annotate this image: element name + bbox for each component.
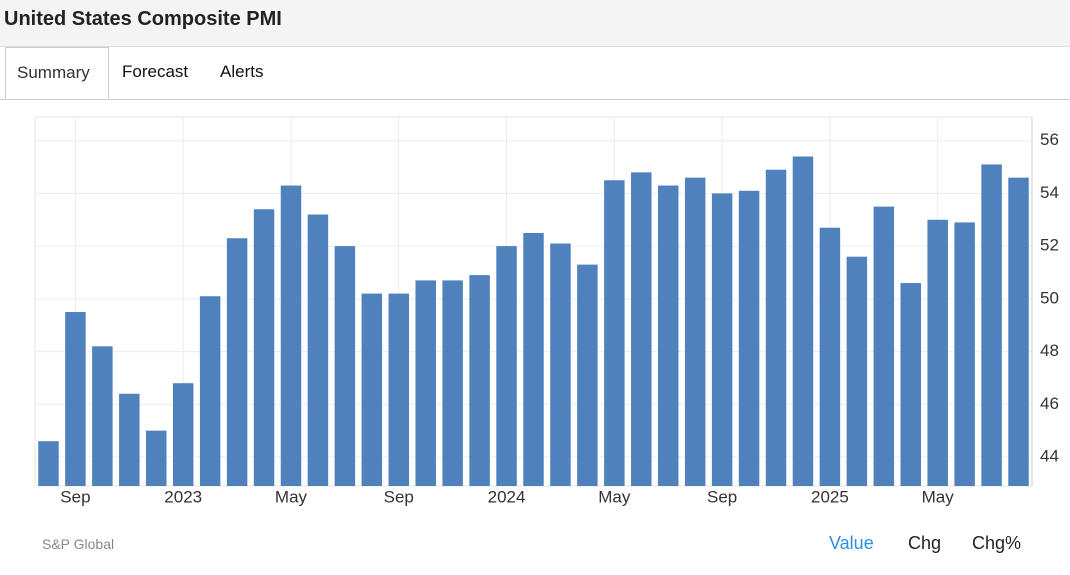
bar	[792, 156, 814, 487]
bar	[577, 264, 598, 486]
x-tick-label: 2023	[164, 487, 202, 506]
x-tick-label: May	[598, 487, 631, 506]
x-tick-label: Sep	[707, 487, 737, 506]
bar	[550, 243, 571, 486]
bar	[819, 227, 841, 486]
bar	[172, 383, 194, 486]
page-title: United States Composite PMI	[4, 8, 282, 30]
bar	[1008, 177, 1029, 486]
bar	[523, 232, 544, 486]
tab-bar: Summary Forecast Alerts	[0, 47, 1070, 100]
bar	[442, 280, 463, 486]
bar	[604, 180, 625, 486]
bar	[65, 312, 86, 486]
bar	[415, 280, 436, 486]
bar	[92, 346, 113, 486]
source: S&P Global	[42, 536, 115, 552]
y-tick-label: 46	[1040, 394, 1059, 413]
bar	[954, 222, 975, 486]
bar	[496, 246, 517, 486]
value-button[interactable]: Value	[829, 533, 874, 553]
bar	[307, 214, 329, 486]
bar	[846, 256, 868, 486]
bar	[900, 283, 921, 486]
x-tick-label: May	[275, 487, 308, 506]
y-tick-label: 44	[1040, 446, 1059, 465]
bar	[765, 169, 787, 486]
bar	[361, 293, 383, 486]
bar	[738, 190, 760, 487]
bar	[334, 246, 356, 486]
bar	[684, 177, 706, 486]
x-tick-label: Sep	[384, 487, 414, 506]
bar	[280, 185, 302, 486]
x-tick-label: 2025	[811, 487, 849, 506]
y-tick-label: 50	[1040, 288, 1059, 307]
bar	[226, 238, 248, 486]
x-tick-label: May	[922, 487, 955, 506]
bar	[631, 172, 652, 486]
x-tick-label: 2024	[488, 487, 526, 506]
tab[interactable]: Forecast	[122, 62, 189, 81]
y-tick-label: 56	[1040, 130, 1059, 149]
y-tick-label: 52	[1040, 236, 1059, 255]
y-tick-label: 54	[1040, 183, 1059, 202]
header: United States Composite PMI	[0, 0, 1070, 47]
bar	[711, 193, 733, 486]
tab[interactable]: Summary	[5, 47, 109, 99]
bar	[469, 275, 490, 486]
bar	[119, 393, 140, 486]
bar	[927, 219, 948, 487]
chg-button[interactable]: Chg	[908, 533, 942, 553]
chg-pct-button[interactable]: Chg%	[972, 533, 1022, 553]
bar	[873, 206, 895, 486]
y-tick-label: 48	[1040, 341, 1059, 360]
bar	[199, 296, 221, 486]
bar	[388, 293, 410, 486]
bar	[253, 209, 275, 486]
bar	[657, 185, 679, 486]
bar	[981, 164, 1002, 486]
tab[interactable]: Alerts	[220, 62, 264, 81]
bar	[146, 430, 167, 486]
bar	[38, 441, 59, 486]
x-tick-label: Sep	[60, 487, 90, 506]
